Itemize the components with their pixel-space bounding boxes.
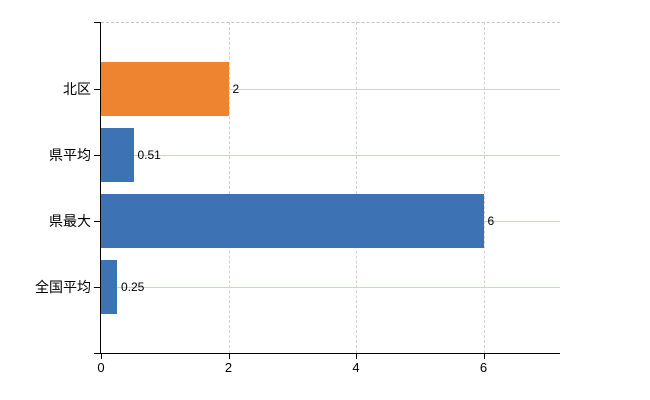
x-tick-label: 6 <box>479 360 488 375</box>
gridline-horizontal <box>101 89 560 90</box>
x-tick <box>483 353 485 359</box>
category-label: 県平均 <box>49 147 91 163</box>
category-label: 全国平均 <box>35 279 91 295</box>
bar-value-label: 0.51 <box>137 148 161 162</box>
gridline-vertical <box>228 22 230 353</box>
bar <box>101 260 117 314</box>
category-label: 北区 <box>63 81 91 97</box>
y-axis-top-tick <box>94 22 101 23</box>
bar <box>101 128 134 182</box>
x-tick <box>228 353 230 359</box>
x-tick-label: 0 <box>97 360 105 375</box>
y-tick <box>94 287 101 288</box>
x-tick-label: 4 <box>352 360 360 375</box>
y-tick <box>94 221 101 222</box>
y-tick <box>94 89 101 90</box>
gridline-horizontal <box>101 155 560 156</box>
bar-value-label: 6 <box>487 214 495 228</box>
bar-value-label: 2 <box>232 82 240 96</box>
category-label: 県最大 <box>49 213 91 229</box>
y-axis-line <box>100 22 101 353</box>
x-axis-line <box>94 353 560 354</box>
bar <box>101 62 229 116</box>
x-tick <box>356 353 357 359</box>
bar-value-label: 0.25 <box>120 280 145 294</box>
bar <box>101 194 484 248</box>
y-tick <box>94 155 101 156</box>
gridline-vertical <box>483 22 485 353</box>
plot-area <box>101 22 560 353</box>
x-tick-label: 2 <box>224 360 233 375</box>
gridline-horizontal <box>101 287 560 288</box>
gridline-vertical <box>356 22 357 353</box>
x-tick <box>101 353 102 359</box>
